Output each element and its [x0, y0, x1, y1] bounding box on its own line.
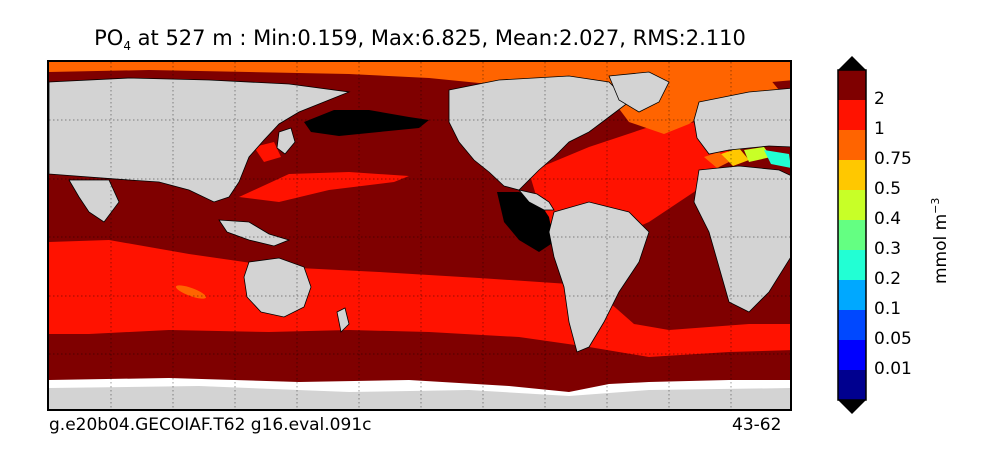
greenland: [608, 71, 670, 113]
india-arabia: [68, 179, 120, 223]
mediterranean-cyan: [764, 150, 790, 168]
colorbar-segment: [838, 370, 866, 401]
graticule: [49, 62, 790, 409]
australia: [243, 257, 312, 318]
colorbar-segment: [838, 70, 866, 101]
colorbar-tick-label: 0.4: [874, 209, 902, 229]
north-pacific-red: [239, 172, 409, 202]
mediterranean-green: [744, 147, 771, 162]
colorbar-tick-label: 2: [874, 89, 885, 109]
case-name: g.e20b04.GECOIAF.T62 g16.eval.091c: [49, 415, 372, 435]
colorbar-tick-label: 0.01: [874, 359, 912, 379]
colorbar-tick-label: 0.3: [874, 239, 902, 259]
colorbar-tick-label: 0.75: [874, 149, 912, 169]
southern-red-band: [49, 240, 790, 357]
colorbar-segment: [838, 340, 866, 371]
colorbar-segment: [838, 220, 866, 251]
colorbar-tick-label: 0.5: [874, 179, 902, 199]
colorbar-tick-label: 0.2: [874, 269, 902, 289]
africa: [693, 165, 790, 313]
colorbar: [837, 56, 867, 414]
antarctica: [49, 386, 790, 409]
north-america: [448, 75, 630, 191]
japan: [276, 127, 296, 155]
south-america: [548, 201, 650, 353]
central-america: [517, 189, 555, 211]
colorbar-tick-label: 0.1: [874, 299, 902, 319]
world-map: [49, 62, 790, 409]
colorbar-segment: [838, 160, 866, 191]
map-title: PO4 at 527 m : Min:0.159, Max:6.825, Mea…: [94, 26, 746, 54]
north-pacific-black: [304, 110, 429, 136]
colorbar-segment: [838, 100, 866, 131]
colorbar-tick-label: 0.05: [874, 329, 912, 349]
map-frame: [47, 60, 792, 411]
japan-sea-red: [254, 142, 281, 162]
colorbar-segment: [838, 190, 866, 221]
colorbar-segment: [838, 280, 866, 311]
new-zealand: [336, 307, 350, 333]
colorbar-under-arrow: [838, 400, 866, 414]
colorbar-unit: mmol m−3: [929, 197, 951, 285]
asia: [49, 77, 351, 203]
colorbar-segment: [838, 310, 866, 341]
mediterranean-west: [704, 152, 729, 168]
maritime-continent: [218, 219, 291, 247]
colorbar-segment: [838, 250, 866, 281]
europe: [693, 87, 790, 155]
year-range: 43-62: [732, 415, 782, 435]
colorbar-segment: [838, 130, 866, 161]
nordic-orange: [614, 78, 779, 134]
colorbar-over-arrow: [838, 56, 866, 70]
colorbar-tick-label: 1: [874, 119, 885, 139]
mediterranean-yellow: [721, 148, 749, 166]
indian-orange-patch: [175, 285, 207, 299]
